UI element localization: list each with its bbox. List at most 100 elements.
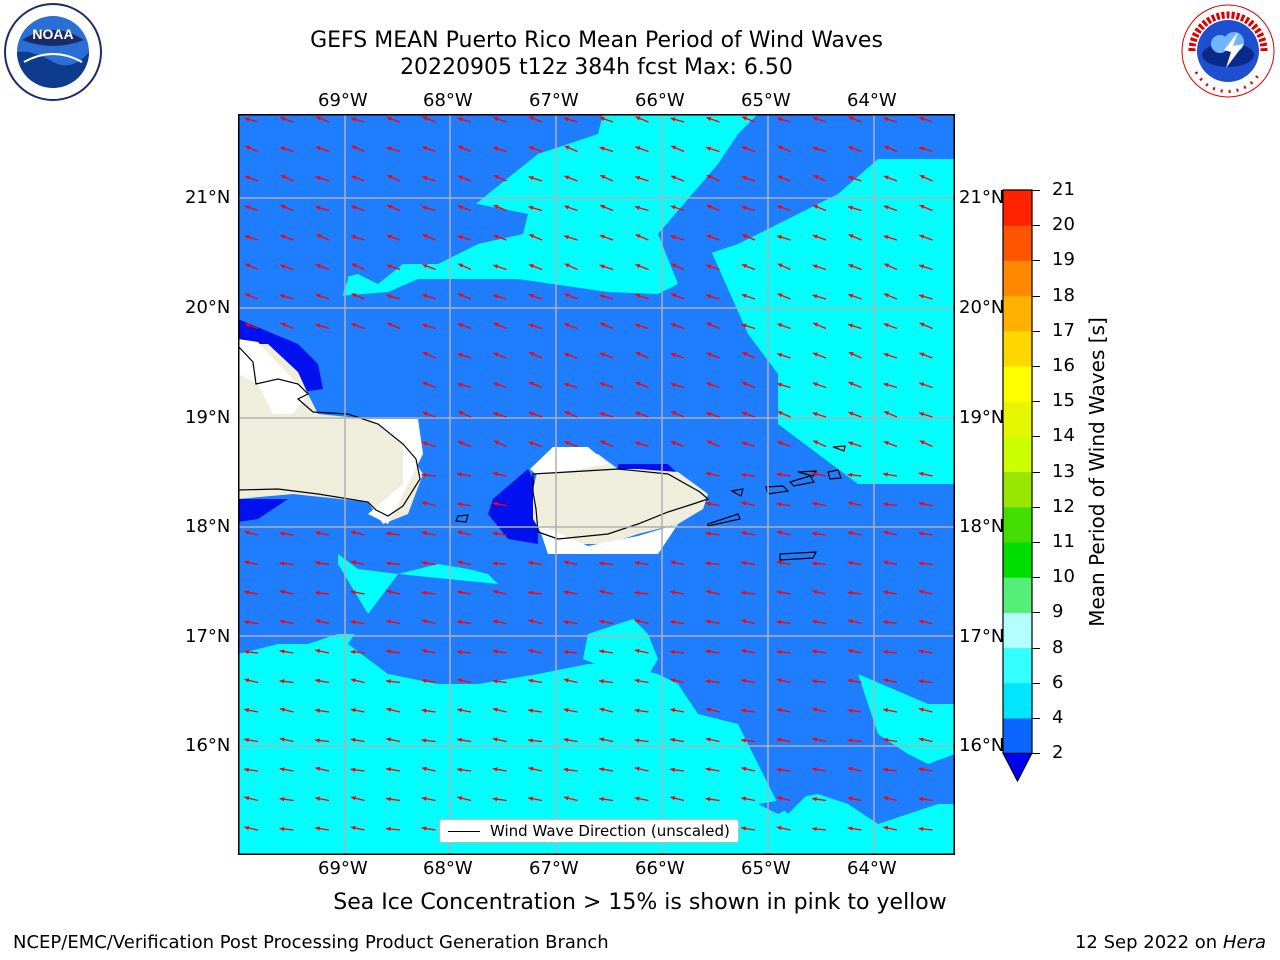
wind-arrow-head <box>812 294 818 299</box>
wind-arrow-head <box>421 766 427 771</box>
wind-arrow-head <box>279 589 285 594</box>
wind-arrow-head <box>563 620 569 625</box>
wind-arrow-head <box>812 382 818 387</box>
wind-arrow-head <box>776 472 782 477</box>
wind-arrow-head <box>919 412 925 417</box>
wind-arrow-head <box>918 707 924 712</box>
wind-arrow-head <box>315 293 321 298</box>
wind-arrow-head <box>528 205 534 210</box>
wind-arrow-head <box>386 531 391 536</box>
wind-arrow-head <box>492 737 498 742</box>
wind-arrow-head <box>315 323 321 328</box>
wind-arrow-head <box>847 796 853 801</box>
wind-arrow-head <box>776 590 782 595</box>
colorbar-tick <box>1032 506 1040 508</box>
wind-arrow-head <box>244 560 250 565</box>
wind-arrow-head <box>528 708 533 713</box>
wind-arrow-head <box>705 471 711 477</box>
wind-arrow-head <box>634 708 640 713</box>
colorbar-segment <box>1003 436 1032 473</box>
wind-arrow-head <box>244 649 249 655</box>
lat-label-right-19n: 19°N <box>959 407 1005 428</box>
wind-arrow-head <box>457 205 463 210</box>
wind-arrow-head <box>492 619 498 624</box>
wind-arrow-head <box>741 590 746 596</box>
wind-arrow-head <box>421 796 427 801</box>
colorbar <box>1002 189 1033 783</box>
wind-arrow-head <box>847 766 853 771</box>
wind-arrow-head <box>279 767 285 772</box>
wind-arrow-head <box>919 234 925 239</box>
wind-arrow-head <box>386 619 392 624</box>
wind-arrow-head <box>919 175 925 180</box>
wind-arrow-head <box>458 411 464 416</box>
wind-arrow-head <box>350 767 356 773</box>
wind-arrow-head <box>457 590 463 595</box>
colorbar-segment <box>1003 542 1032 578</box>
wind-arrow-head <box>563 767 569 773</box>
colorbar-tick-label: 21 <box>1052 179 1075 200</box>
wind-arrow-head <box>670 590 676 595</box>
wind-arrow-head <box>776 767 782 773</box>
wind-arrow-head <box>528 560 533 566</box>
wind-arrow-head <box>705 737 711 742</box>
wind-arrow-head <box>884 411 890 416</box>
wind-arrow-head <box>848 323 854 328</box>
wind-arrow-head <box>563 560 569 565</box>
wind-arrow-head <box>244 205 250 210</box>
wind-arrow-head <box>634 738 640 743</box>
wind-arrow-head <box>528 648 534 654</box>
wind-arrow-head <box>386 561 391 566</box>
wind-arrow-head <box>777 205 783 210</box>
wind-arrow-head <box>741 411 747 416</box>
wind-arrow-head <box>847 738 853 743</box>
wind-wave-direction-arrows <box>244 116 933 832</box>
wind-arrow-head <box>244 530 250 535</box>
wind-arrow-head <box>883 175 889 180</box>
wind-arrow-head <box>777 175 783 180</box>
wind-arrow-head <box>457 117 463 122</box>
wind-arrow-head <box>670 708 676 713</box>
wind-arrow-head <box>919 116 925 121</box>
wind-arrow-head <box>279 797 285 802</box>
lat-label-left-20n: 20°N <box>185 297 231 318</box>
wind-arrow-head <box>706 352 712 357</box>
wind-arrow-head <box>529 352 535 357</box>
wind-arrow-head <box>883 352 889 358</box>
wind-arrow-head <box>244 323 250 328</box>
wind-arrow-head <box>848 175 854 181</box>
wind-arrow-head <box>741 264 747 269</box>
lat-label-left-18n: 18°N <box>185 516 231 537</box>
wind-arrow-head <box>777 441 783 446</box>
wind-arrow-head <box>635 116 641 121</box>
wind-arrow-head <box>528 590 533 596</box>
wind-arrow-head <box>918 501 924 506</box>
wind-arrow-head <box>387 175 393 180</box>
wind-arrow-head <box>351 323 357 328</box>
wind-arrow-head <box>918 737 924 742</box>
wind-arrow-head <box>351 263 357 268</box>
wind-arrow-head <box>350 737 356 743</box>
wind-arrow-head <box>706 294 711 299</box>
wind-arrow-head <box>457 472 462 477</box>
wind-arrow-head <box>883 737 888 743</box>
map-legend: Wind Wave Direction (unscaled) <box>439 819 739 843</box>
wind-arrow-head <box>883 382 889 387</box>
wind-arrow-head <box>457 441 463 446</box>
wind-arrow-head <box>315 766 321 771</box>
wind-arrow-head <box>564 117 569 122</box>
wind-arrow-head <box>847 826 853 831</box>
wind-arrow-head <box>883 825 889 831</box>
wind-arrow-head <box>670 235 676 240</box>
wind-arrow-head <box>918 619 924 624</box>
wind-arrow-head <box>386 116 392 121</box>
wind-arrow-head <box>279 679 285 684</box>
wind-arrow-head <box>599 146 605 151</box>
wind-arrow-head <box>421 531 427 536</box>
wind-arrow-head <box>528 264 534 269</box>
wind-arrow-head <box>529 234 535 239</box>
wind-arrow-head <box>279 561 285 566</box>
wind-arrow-head <box>741 560 746 566</box>
wind-arrow-head <box>244 767 249 773</box>
wind-arrow-head <box>777 117 782 122</box>
